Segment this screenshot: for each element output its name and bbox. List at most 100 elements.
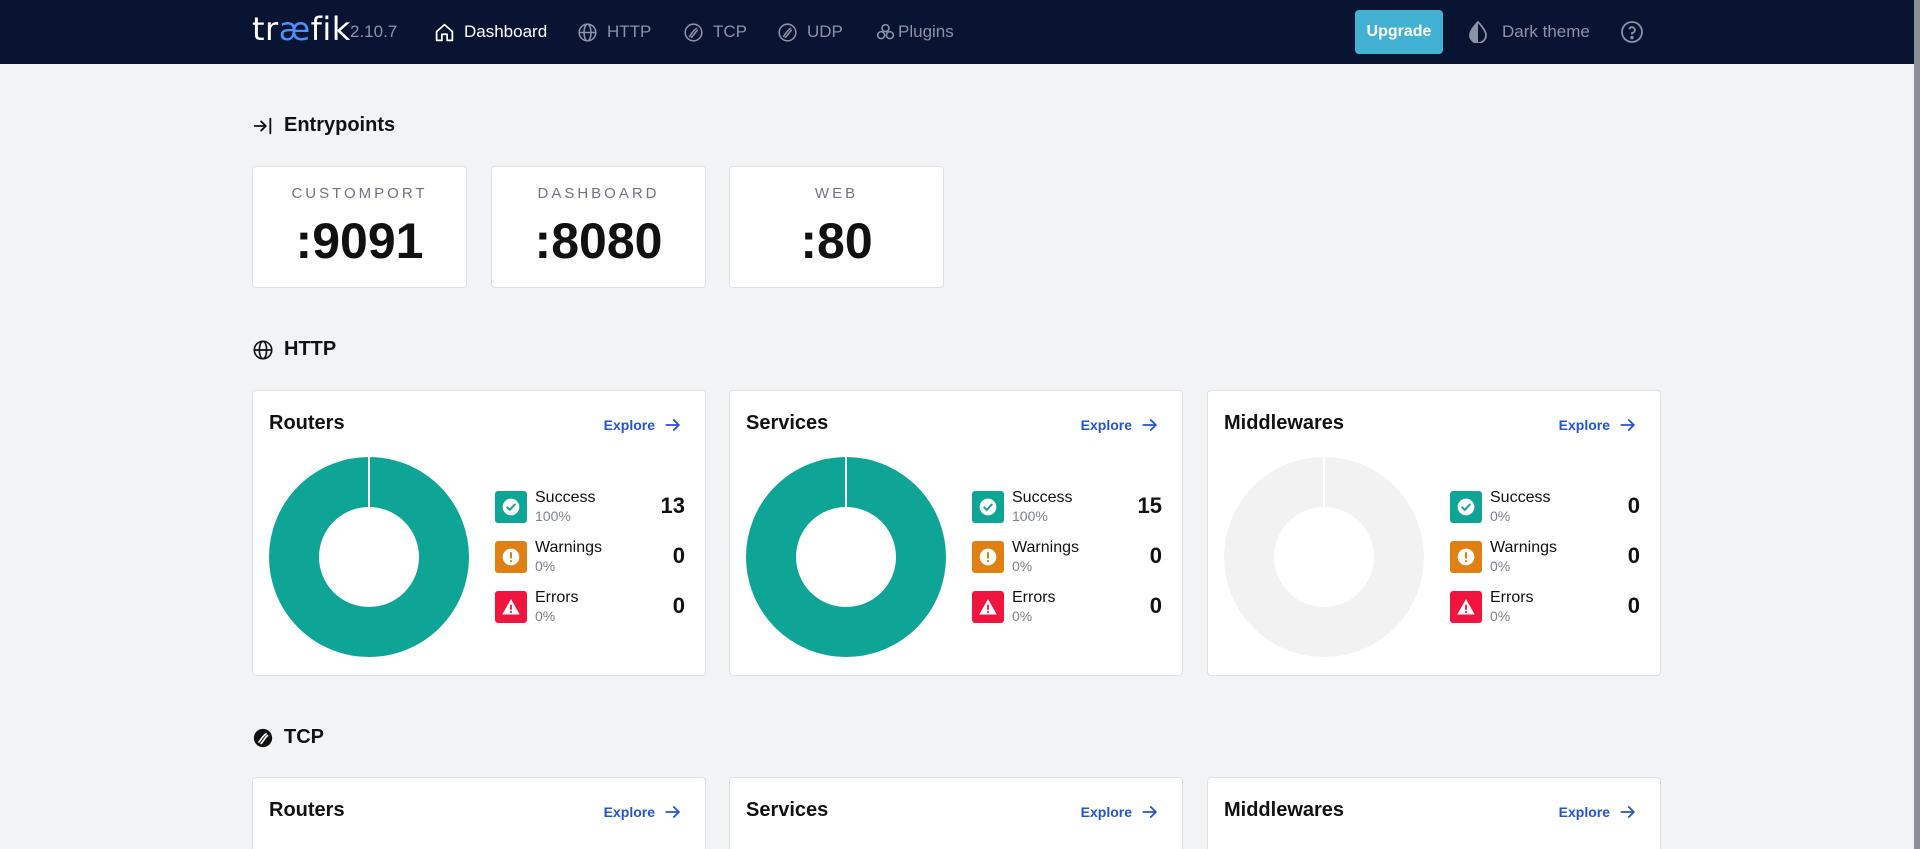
upgrade-button[interactable]: Upgrade	[1355, 10, 1443, 54]
warning-badge	[1450, 541, 1482, 573]
logo-text-ae: æ	[278, 10, 311, 48]
explore-link[interactable]: Explore	[1081, 415, 1160, 435]
legend-label: Errors	[535, 589, 579, 606]
nav-udp[interactable]: UDP	[777, 0, 843, 64]
entrypoint-port: :8080	[534, 213, 663, 269]
legend-label: Success	[535, 489, 596, 506]
legend-label: Success	[1012, 489, 1073, 506]
explore-link[interactable]: Explore	[604, 415, 683, 435]
explore-label: Explore	[1080, 417, 1132, 433]
logo-text-end: fik	[310, 10, 351, 48]
legend-percent: 0%	[1490, 558, 1511, 574]
legend-errors: Errors 0% 0	[495, 587, 685, 627]
explore-label: Explore	[1080, 804, 1132, 820]
entrypoint-icon	[253, 117, 272, 134]
home-icon	[435, 23, 454, 41]
exclamation-circle-icon	[1457, 548, 1475, 566]
top-navbar: træfik 2.10.7 Dashboard HTTP TCP UDP Plu…	[0, 0, 1914, 64]
help-button[interactable]	[1620, 20, 1644, 44]
nav-tcp[interactable]: TCP	[683, 0, 747, 64]
entrypoint-port: :80	[800, 213, 873, 269]
entrypoint-name: WEB	[814, 185, 859, 202]
scrollbar-thumb[interactable]	[1914, 0, 1920, 849]
success-badge	[1450, 491, 1482, 523]
http-heading: HTTP	[252, 338, 336, 361]
legend-warnings: Warnings 0% 0	[495, 537, 685, 577]
status-donut-chart	[746, 457, 946, 657]
explore-link[interactable]: Explore	[1559, 802, 1638, 822]
http-title: HTTP	[284, 338, 337, 360]
card-title: Routers	[269, 799, 345, 821]
legend-percent: 100%	[535, 508, 571, 524]
entrypoint-name: DASHBOARD	[537, 185, 660, 202]
http-services-card: Services Explore Success 100% 15 Warning…	[729, 390, 1183, 676]
legend-percent: 0%	[1490, 608, 1511, 624]
warning-triangle-icon	[502, 599, 520, 615]
nav-http[interactable]: HTTP	[577, 0, 651, 64]
arrow-right-icon	[1142, 806, 1157, 818]
entrypoint-card-customport: CUSTOMPORT :9091	[252, 166, 467, 288]
nav-udp-label: UDP	[807, 22, 843, 41]
legend-count: 0	[1627, 493, 1640, 518]
globe-icon	[253, 339, 273, 360]
page-scrollbar[interactable]	[1914, 0, 1920, 849]
legend-label: Warnings	[1490, 539, 1557, 556]
warning-triangle-icon	[1457, 599, 1475, 615]
legend-percent: 0%	[1012, 608, 1033, 624]
legend-errors: Errors 0% 0	[972, 587, 1162, 627]
version-label: 2.10.7	[350, 22, 398, 41]
legend-label: Warnings	[535, 539, 602, 556]
legend-count: 0	[1627, 543, 1640, 568]
contrast-icon	[1469, 21, 1487, 43]
tcp-routers-card: Routers Explore	[252, 777, 706, 849]
legend-label: Errors	[1490, 589, 1534, 606]
exclamation-circle-icon	[979, 548, 997, 566]
legend-warnings: Warnings 0% 0	[972, 537, 1162, 577]
arrow-right-icon	[1620, 806, 1635, 818]
http-routers-card: Routers Explore Success 100% 13 Warnings…	[252, 390, 706, 676]
legend-count: 0	[672, 593, 685, 618]
explore-link[interactable]: Explore	[604, 802, 683, 822]
tcp-services-card: Services Explore	[729, 777, 1183, 849]
legend-count: 0	[1149, 543, 1162, 568]
legend-count: 13	[660, 493, 685, 518]
explore-link[interactable]: Explore	[1081, 802, 1160, 822]
explore-label: Explore	[1558, 417, 1610, 433]
nav-dashboard[interactable]: Dashboard	[434, 0, 547, 64]
nav-plugins[interactable]: Plugins	[875, 0, 954, 64]
arrow-right-icon	[1142, 419, 1157, 431]
globe-icon	[578, 22, 597, 42]
legend-percent: 100%	[1012, 508, 1048, 524]
plugins-icon	[876, 23, 895, 39]
entrypoint-card-dashboard: DASHBOARD :8080	[491, 166, 706, 288]
status-donut-chart	[269, 457, 469, 657]
card-title: Middlewares	[1224, 799, 1345, 821]
check-circle-icon	[502, 498, 520, 516]
card-title: Middlewares	[1224, 412, 1345, 434]
traefik-logo[interactable]: træfik	[252, 10, 351, 48]
explore-label: Explore	[603, 417, 655, 433]
legend-count: 15	[1137, 493, 1162, 518]
warning-badge	[972, 541, 1004, 573]
tcp-heading: TCP	[252, 726, 324, 749]
nav-plugins-label: Plugins	[898, 22, 954, 41]
tcp-title: TCP	[284, 726, 324, 748]
legend-success: Success 100% 15	[972, 487, 1162, 527]
legend-percent: 0%	[535, 608, 556, 624]
dark-theme-toggle[interactable]: Dark theme	[1468, 0, 1590, 64]
error-badge	[972, 591, 1004, 623]
legend-count: 0	[1627, 593, 1640, 618]
legend-label: Errors	[1012, 589, 1056, 606]
check-circle-icon	[979, 498, 997, 516]
legend-count: 0	[1149, 593, 1162, 618]
nav-dashboard-label: Dashboard	[464, 22, 548, 41]
arrow-right-icon	[1620, 419, 1635, 431]
legend-label: Warnings	[1012, 539, 1079, 556]
legend-label: Success	[1490, 489, 1551, 506]
explore-link[interactable]: Explore	[1559, 415, 1638, 435]
arrow-right-icon	[665, 419, 680, 431]
tcp-icon	[684, 22, 703, 42]
entrypoints-heading: Entrypoints	[252, 114, 395, 137]
explore-label: Explore	[1558, 804, 1610, 820]
success-badge	[972, 491, 1004, 523]
